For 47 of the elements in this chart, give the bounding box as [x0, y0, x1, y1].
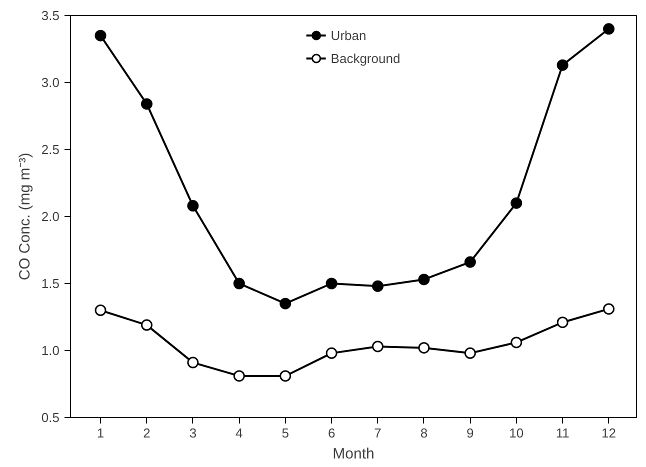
x-tick-label: 5	[282, 426, 289, 440]
x-tick-label: 10	[509, 426, 524, 440]
x-tick-label: 6	[328, 426, 336, 440]
point	[556, 59, 568, 71]
x-tick-label: 11	[556, 426, 570, 440]
x-tick-label: 8	[420, 426, 428, 440]
y-tick-label: 3.5	[41, 8, 60, 23]
x-tick-label: 7	[374, 426, 382, 440]
x-tick-label: 1	[96, 426, 104, 440]
point	[372, 280, 384, 292]
point	[372, 340, 384, 352]
y-tick-label: 0.5	[41, 410, 60, 425]
y-tick-label: 1.0	[41, 343, 60, 358]
point	[418, 274, 430, 286]
y-axis-title: CO Conc. (mg m⁻³)	[16, 152, 34, 280]
point	[280, 298, 292, 310]
point	[510, 197, 522, 209]
point	[464, 347, 476, 359]
point	[140, 319, 152, 331]
point	[140, 98, 152, 110]
y-tick-label: 3.0	[41, 75, 60, 90]
point	[280, 370, 292, 382]
point	[418, 342, 430, 354]
x-tick-label: 3	[189, 426, 197, 440]
point	[233, 278, 245, 290]
legend-label: Urban	[330, 28, 366, 42]
y-tick-label: 1.5	[41, 276, 60, 291]
x-axis-title: Month	[332, 446, 374, 462]
point	[233, 370, 245, 382]
x-tick-label: 9	[466, 426, 474, 440]
x-tick-label: 4	[236, 426, 243, 440]
point	[187, 356, 199, 368]
point	[510, 336, 522, 348]
y-tick-label: 2.0	[41, 209, 60, 224]
x-tick-label: 2	[143, 426, 150, 440]
point	[187, 200, 199, 212]
point	[326, 347, 338, 359]
point	[94, 30, 106, 42]
point	[603, 23, 615, 35]
point	[326, 278, 338, 290]
x-tick-label: 12	[602, 426, 616, 440]
point	[464, 256, 476, 268]
point	[556, 316, 568, 328]
legend-label: Background	[330, 50, 400, 66]
point	[603, 303, 615, 315]
y-tick-label: 2.5	[41, 142, 60, 157]
point	[94, 304, 106, 316]
